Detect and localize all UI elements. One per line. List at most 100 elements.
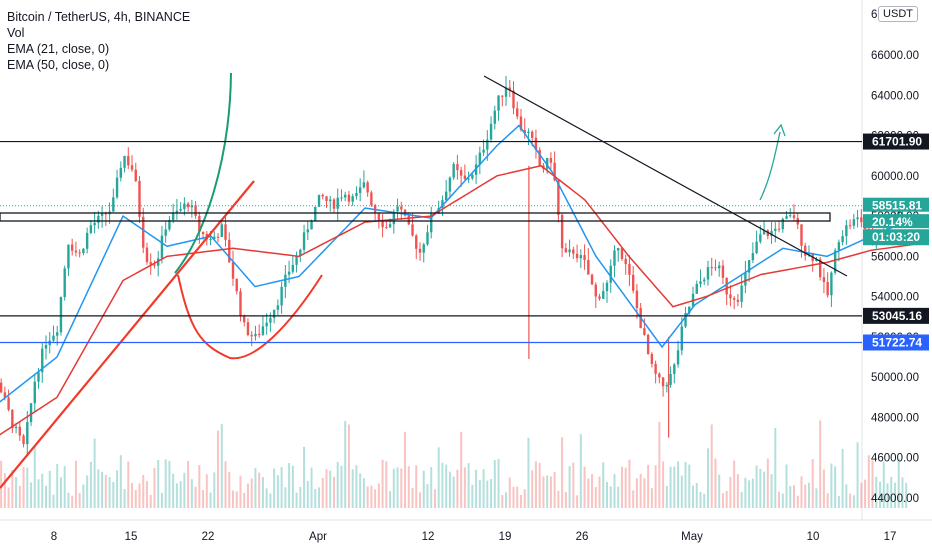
volume-bar (89, 461, 92, 508)
candle-body (243, 315, 246, 323)
candle-body (568, 249, 571, 253)
volume-bar (721, 493, 724, 508)
candle-body (456, 164, 459, 171)
candle-body (572, 249, 575, 254)
volume-bar (33, 445, 36, 508)
volume-bar (658, 421, 661, 508)
volume-bar (433, 489, 436, 508)
candle-body (355, 193, 358, 197)
candle-body (822, 277, 826, 283)
candle-body (624, 258, 627, 265)
candle-body (777, 228, 781, 230)
volume-bar (680, 475, 683, 508)
time-axis[interactable]: 8 15 22 Apr 12 19 26 May 10 17 (51, 531, 897, 543)
currency-badge[interactable]: USDT (878, 6, 918, 22)
volume-bar (18, 485, 21, 508)
candle-body (602, 291, 605, 299)
candle-body (82, 248, 85, 254)
volume-bar (11, 470, 14, 508)
horizontal-levels[interactable] (0, 140, 862, 344)
volume-bar (744, 477, 747, 508)
drawings[interactable] (0, 72, 848, 489)
price-axis[interactable]: 44000.0046000.0048000.0050000.0052000.00… (871, 9, 919, 505)
candle-body (26, 422, 29, 445)
candle-body (74, 250, 78, 253)
candle-body (276, 305, 280, 310)
volume-bar (374, 489, 377, 508)
volume-bar (673, 466, 676, 508)
volume-bar (505, 492, 508, 508)
volume-bar (635, 478, 638, 508)
symbol-title[interactable]: Bitcoin / TetherUS, 4h, BINANCE (7, 10, 191, 24)
time-tick-label: 10 (807, 531, 820, 543)
volume-indicator-label[interactable]: Vol (7, 26, 25, 40)
volume-bar (538, 462, 541, 508)
volume-bar (86, 475, 89, 508)
candle-body (781, 218, 784, 230)
volume-bar (93, 438, 96, 508)
volume-bar (591, 474, 594, 508)
volume-bar (508, 477, 511, 508)
volume-bar (751, 478, 754, 508)
ema21-indicator-label[interactable]: EMA (21, close, 0) (7, 42, 110, 56)
candle-body (183, 203, 186, 210)
candle-body (411, 224, 414, 236)
volume-bar (617, 486, 620, 508)
volume-bar (295, 492, 298, 508)
candle-body (142, 216, 145, 248)
candle-body (213, 236, 216, 239)
price-tag-bg (863, 133, 929, 150)
volume-bar (463, 467, 466, 508)
volume-bar (624, 467, 627, 508)
time-tick-label: 26 (576, 531, 589, 543)
candle-body (157, 258, 160, 266)
candle-body (415, 235, 418, 249)
volume-bar (48, 470, 51, 508)
volume-bar (82, 484, 85, 508)
volume-bar (138, 483, 141, 508)
volume-bar (763, 471, 766, 508)
volume-bar (725, 491, 728, 508)
volume-bar (793, 485, 795, 508)
candle-body (85, 232, 89, 249)
candle-body (78, 252, 81, 254)
candle-body (688, 306, 691, 313)
time-tick-label: 17 (884, 531, 897, 543)
volume-bar (620, 466, 623, 508)
volume-bar (389, 491, 392, 508)
ema50-indicator-label[interactable]: EMA (50, close, 0) (7, 58, 110, 72)
volume-bar (134, 489, 137, 508)
price-tag-label: 61701.90 (872, 135, 922, 149)
volume-bar (377, 483, 380, 508)
volume-bar (807, 482, 810, 508)
candle-body (837, 242, 841, 251)
candle-body (201, 231, 205, 235)
candle-body (531, 131, 534, 138)
volume-bar (886, 483, 889, 508)
volume-bar (269, 493, 272, 508)
candle-body (833, 250, 837, 273)
volume-bar (890, 476, 893, 508)
candle-body (549, 157, 553, 163)
candle-body (280, 286, 283, 306)
volume-bar (321, 477, 324, 508)
volume-bar (78, 493, 81, 508)
candle-body (168, 219, 171, 230)
candle-body (321, 194, 324, 197)
volume-bar (246, 483, 249, 508)
volume-bar (131, 482, 134, 508)
volume-bar (583, 466, 586, 508)
volume-bar (15, 477, 18, 508)
volume-bar (598, 476, 601, 508)
volume-bar (52, 494, 55, 508)
volume-bar (407, 466, 410, 508)
candle-body (56, 332, 59, 336)
volume-bar (542, 476, 545, 508)
price-tick-label: 46000.00 (871, 453, 919, 465)
volume-bar (329, 470, 332, 508)
volume-bar (452, 476, 455, 508)
candle-body (489, 123, 493, 140)
candle-body (658, 373, 661, 378)
time-tick-label: Apr (309, 531, 327, 543)
